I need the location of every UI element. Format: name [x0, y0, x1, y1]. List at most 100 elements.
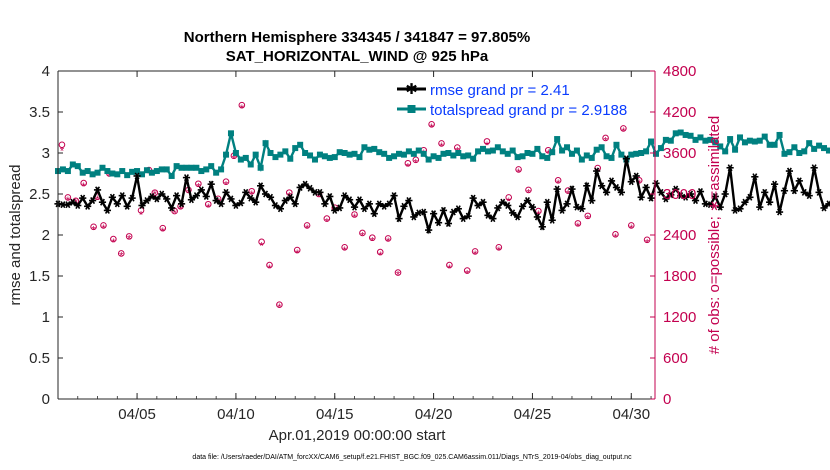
rmse-point [182, 174, 191, 182]
rmse-point [632, 172, 640, 180]
obs-possible-point [643, 236, 651, 244]
totalspread-point [628, 151, 635, 158]
data-file-footnote: data file: /Users/raeder/DAI/ATM_forcXX/… [192, 454, 632, 461]
totalspread-point [316, 151, 323, 158]
totalspread-point [825, 147, 830, 154]
obs-possible-point [369, 234, 376, 242]
obs-assimilated-point: * [406, 162, 411, 174]
rmse-point [212, 197, 220, 205]
totalspread-point [578, 156, 585, 163]
obs-possible-point [58, 141, 66, 149]
rmse-point [479, 198, 487, 206]
totalspread-point [99, 164, 106, 171]
totalspread-point [134, 168, 141, 175]
obs-assimilated-point: * [576, 221, 581, 233]
y-tick-label-right: 1200 [663, 309, 696, 326]
obs-possible-point [515, 166, 522, 173]
totalspread-point [475, 148, 482, 155]
rmse-point [79, 194, 87, 202]
rmse-point [523, 197, 532, 205]
rmse-point [380, 202, 388, 210]
rmse-point [657, 188, 665, 196]
totalspread-point [119, 168, 126, 175]
rmse-point [790, 187, 798, 195]
totalspread-point [564, 144, 571, 151]
totalspread-point [480, 145, 487, 152]
rmse-point [425, 226, 433, 234]
totalspread-point [386, 154, 393, 161]
totalspread-point [307, 152, 314, 159]
rmse-point [158, 190, 166, 198]
y-tick-label-right: 600 [663, 350, 688, 367]
y-tick-label-right: 0 [663, 391, 671, 408]
obs-assimilated-point: * [60, 145, 65, 157]
totalspread-point [366, 146, 373, 153]
obs-possible-point [584, 212, 592, 220]
rmse-point [202, 192, 210, 200]
rmse-point [133, 172, 141, 180]
rmse-point [237, 199, 245, 207]
totalspread-point [297, 141, 304, 148]
rmse-point [578, 205, 586, 213]
obs-assimilated-point: * [586, 214, 591, 226]
rmse-point [637, 193, 645, 201]
totalspread-point [648, 138, 655, 145]
rmse-point [736, 205, 744, 213]
totalspread-point [272, 154, 279, 161]
totalspread-point [559, 147, 566, 154]
obs-possible-point [376, 248, 384, 256]
rmse-point [420, 208, 428, 216]
totalspread-point [524, 150, 531, 156]
totalspread-point [791, 144, 798, 151]
totalspread-point [741, 139, 748, 146]
obs-assimilated-point: * [497, 245, 502, 257]
rmse-point [375, 200, 383, 208]
totalspread-point [761, 133, 768, 140]
rmse-point [153, 195, 161, 203]
obs-possible-point [359, 229, 366, 237]
rmse-point [469, 194, 477, 202]
totalspread-point [722, 148, 729, 155]
obs-assimilated-point: * [259, 240, 264, 252]
rmse-point [583, 182, 591, 190]
rmse-point [118, 192, 126, 200]
totalspread-point [494, 144, 501, 151]
obs-assimilated-point: * [305, 223, 310, 235]
totalspread-point [643, 148, 650, 155]
rmse-point [706, 201, 714, 209]
y-tick-label-left: 0 [42, 391, 50, 408]
totalspread-point [544, 154, 551, 161]
obs-possible-point [495, 244, 503, 251]
y-tick-label-right: 4800 [663, 63, 696, 80]
totalspread-point [64, 168, 71, 175]
totalspread-point [529, 150, 536, 157]
totalspread-point [489, 147, 496, 154]
obs-assimilated-point: * [186, 188, 191, 200]
x-tick-label: 04/25 [514, 406, 552, 423]
rmse-point [627, 178, 635, 186]
totalspread-point [94, 169, 101, 176]
rmse-point [69, 198, 77, 206]
rmse-point [326, 192, 334, 200]
obs-assimilated-point: * [447, 263, 452, 275]
rmse-point [341, 192, 349, 200]
rmse-point [217, 200, 225, 208]
totalspread-point [257, 164, 264, 171]
rmse-point [558, 206, 566, 214]
totalspread-point [104, 168, 111, 175]
rmse-point [602, 188, 611, 196]
obs-assimilated-point: * [414, 158, 419, 170]
obs-assimilated-point: * [465, 268, 470, 280]
totalspread-point [801, 148, 808, 155]
totalspread-point [400, 151, 407, 158]
rmse-point [746, 193, 754, 201]
rmse-point [410, 213, 418, 221]
obs-possible-point [238, 101, 246, 109]
totalspread-point [173, 163, 180, 170]
rmse-point [701, 200, 710, 208]
totalspread-point [603, 153, 610, 160]
obs-possible-point [428, 121, 435, 128]
rmse-point [756, 203, 764, 211]
rmse-point [88, 197, 97, 205]
obs-possible-point [627, 222, 635, 229]
